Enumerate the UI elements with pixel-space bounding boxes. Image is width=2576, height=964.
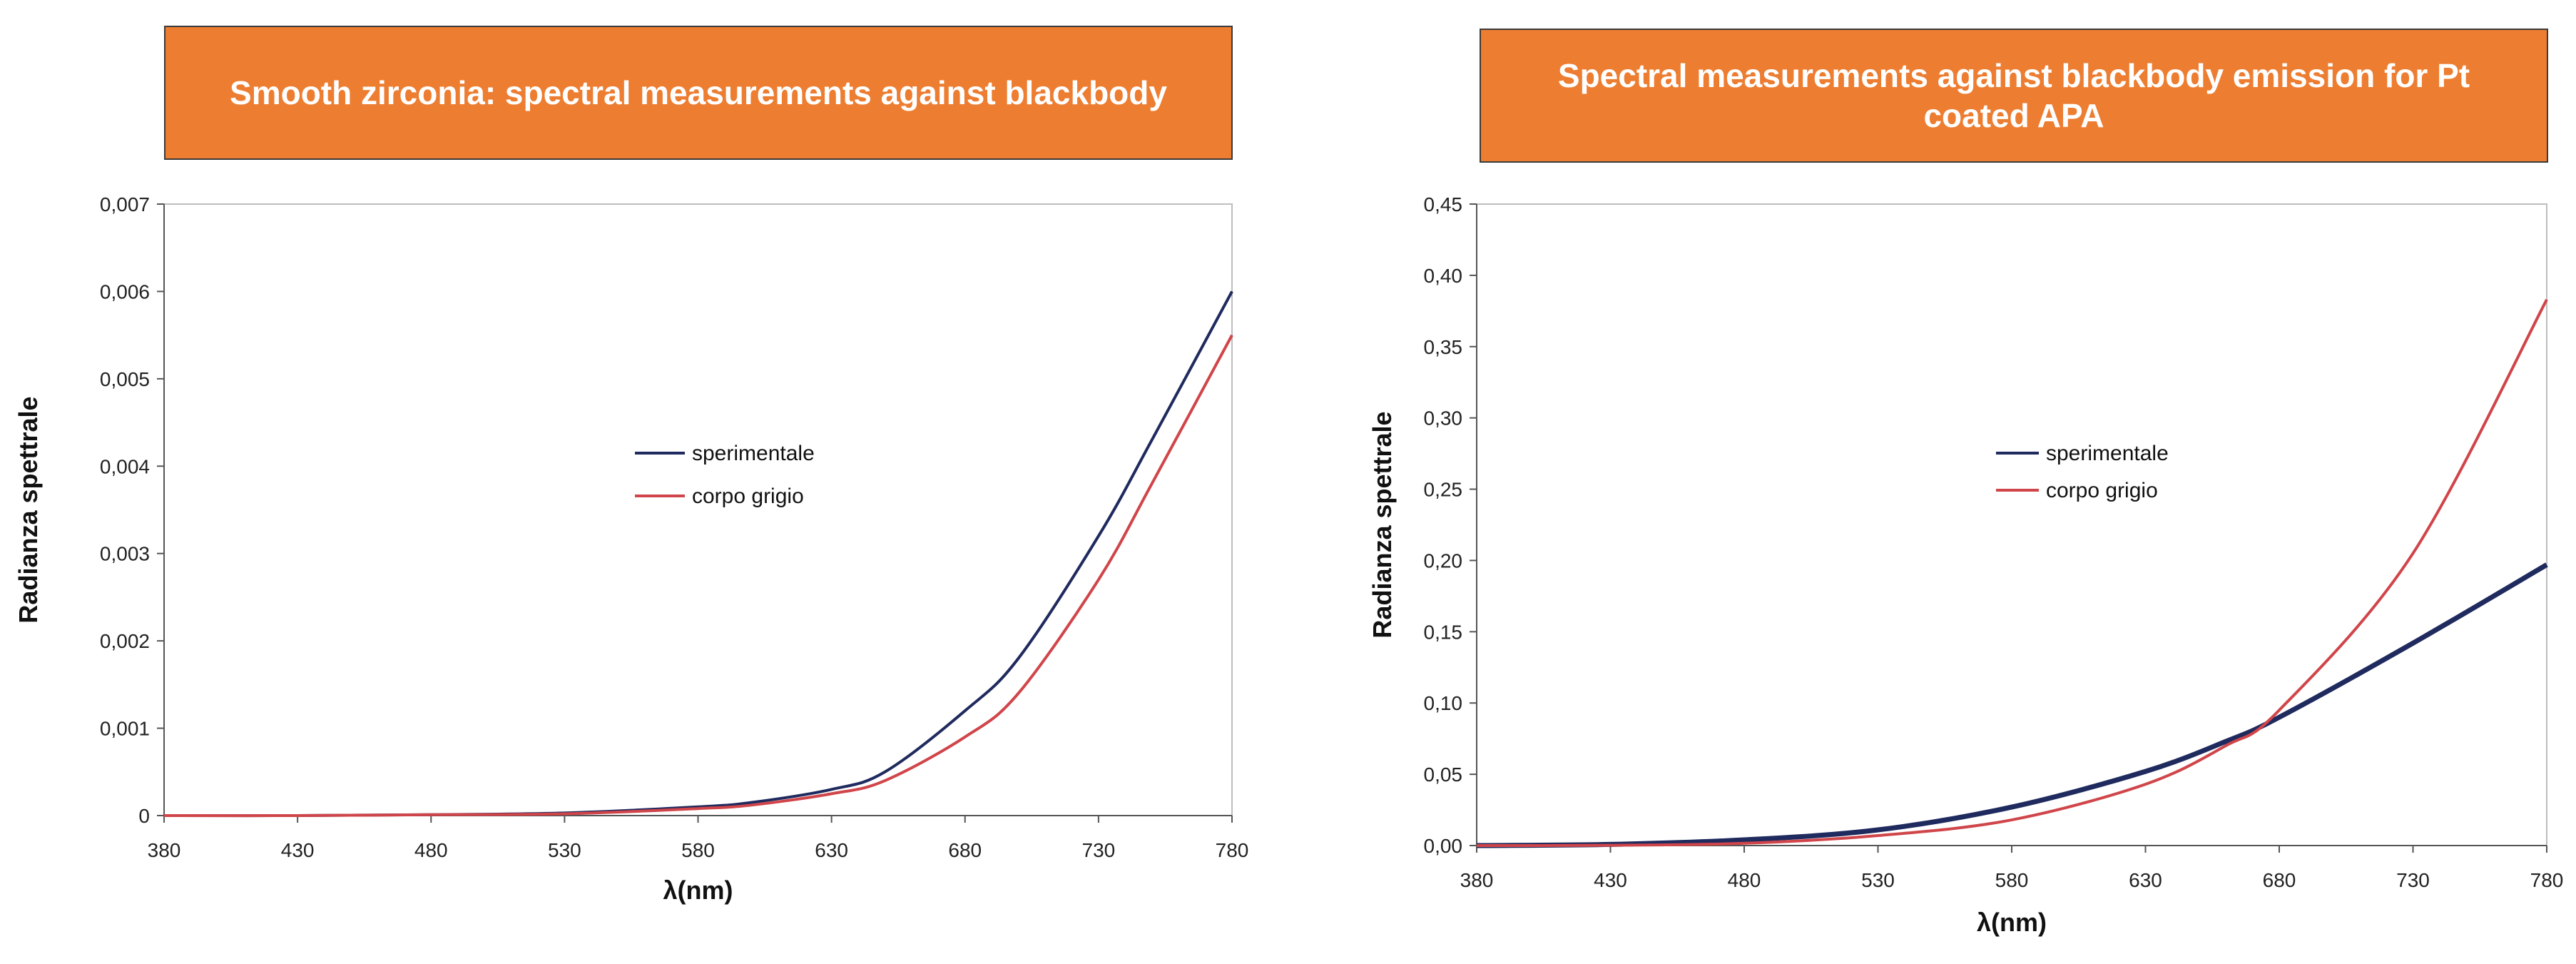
- x-tick-label-left: 580: [681, 839, 715, 861]
- x-tick-label-right: 630: [2129, 869, 2162, 891]
- y-axis-title-right: Radianza spettrale: [1368, 411, 1397, 638]
- y-tick-label-right: 0,00: [1424, 835, 1463, 857]
- y-tick-label-left: 0,002: [100, 630, 150, 652]
- y-tick-label-right: 0,20: [1424, 549, 1463, 572]
- x-tick-label-left: 530: [548, 839, 581, 861]
- legend-label-corpo-grigio-left: corpo grigio: [692, 484, 804, 508]
- series-line-sperimentale-right: [1476, 562, 2548, 848]
- x-tick-label-right: 530: [1861, 869, 1895, 891]
- y-tick-label-left: 0,006: [100, 280, 150, 303]
- x-tick-label-right: 480: [1728, 869, 1761, 891]
- y-tick-label-right: 0,25: [1424, 479, 1463, 501]
- series-line-sperimentale-left: [163, 290, 1233, 818]
- y-tick-label-left: 0,001: [100, 718, 150, 740]
- y-tick-label-right: 0,45: [1424, 193, 1463, 215]
- y-tick-label-right: 0,35: [1424, 336, 1463, 358]
- y-axis-title-left: Radianza spettrale: [14, 396, 43, 623]
- chart-title-left: Smooth zirconia: spectral measurements a…: [164, 26, 1233, 160]
- y-tick-label-left: 0,005: [100, 368, 150, 390]
- x-tick-label-left: 430: [281, 839, 315, 861]
- series-line-corpo-grigio-left: [163, 334, 1233, 818]
- x-tick-label-right: 730: [2396, 869, 2430, 891]
- y-tick-label-left: 0,007: [100, 193, 150, 215]
- x-tick-label-left: 630: [815, 839, 848, 861]
- y-tick-label-left: 0: [138, 805, 150, 827]
- x-tick-label-right: 580: [1995, 869, 2029, 891]
- legend-label-sperimentale-left: sperimentale: [692, 442, 815, 465]
- plot-area-right: [1476, 203, 2547, 846]
- y-tick-label-right: 0,05: [1424, 763, 1463, 786]
- x-tick-label-right: 680: [2263, 869, 2296, 891]
- x-tick-label-left: 380: [148, 839, 181, 861]
- x-tick-label-right: 780: [2530, 869, 2564, 891]
- legend-label-sperimentale-right: sperimentale: [2046, 442, 2169, 465]
- x-axis-title-right: λ(nm): [1977, 908, 2047, 937]
- plot-area-left: [163, 203, 1233, 816]
- chart-title-right: Spectral measurements against blackbody …: [1480, 29, 2548, 163]
- y-tick-label-right: 0,40: [1424, 265, 1463, 287]
- y-tick-label-left: 0,003: [100, 543, 150, 565]
- y-tick-label-right: 0,15: [1424, 621, 1463, 643]
- x-tick-label-left: 680: [948, 839, 982, 861]
- x-tick-label-left: 480: [414, 839, 448, 861]
- y-tick-label-right: 0,30: [1424, 407, 1463, 430]
- y-tick-label-right: 0,10: [1424, 692, 1463, 714]
- x-axis-title-left: λ(nm): [663, 876, 733, 905]
- legend-label-corpo-grigio-right: corpo grigio: [2046, 479, 2158, 502]
- x-tick-label-right: 380: [1460, 869, 1494, 891]
- x-tick-label-left: 780: [1216, 839, 1249, 861]
- x-tick-label-right: 430: [1594, 869, 1627, 891]
- y-tick-label-left: 0,004: [100, 455, 150, 477]
- series-line-corpo-grigio-right: [1476, 298, 2548, 847]
- x-tick-label-left: 730: [1082, 839, 1116, 861]
